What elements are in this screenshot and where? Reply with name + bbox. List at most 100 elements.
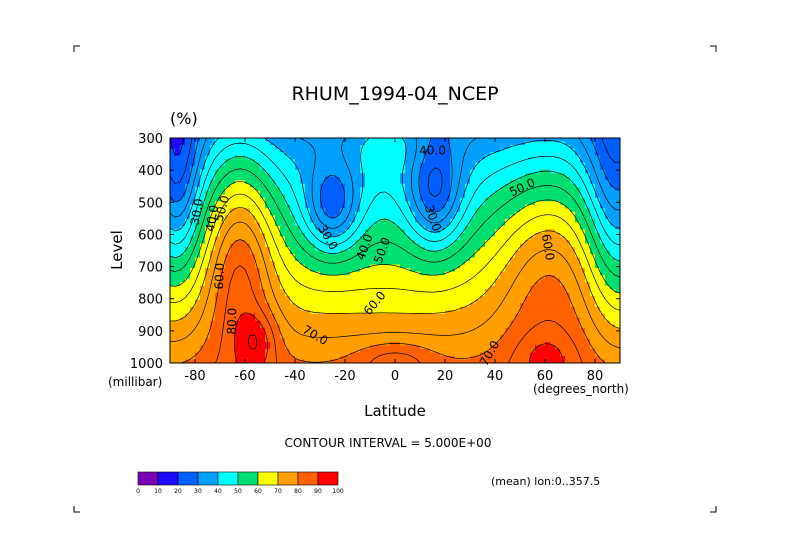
contour-cell (290, 264, 296, 269)
contour-cell (295, 190, 301, 195)
contour-cell (450, 148, 456, 153)
contour-cell (515, 292, 521, 297)
contour-cell (500, 180, 506, 185)
contour-cell (300, 320, 306, 325)
contour-cell (560, 236, 566, 241)
contour-cell (345, 190, 351, 195)
contour-cell (465, 327, 471, 332)
contour-cell (530, 310, 536, 315)
contour-cell (425, 257, 431, 262)
contour-cell (195, 250, 201, 255)
contour-cell (540, 243, 546, 248)
contour-cell (435, 268, 441, 273)
contour-cell (285, 162, 291, 167)
contour-cell (485, 282, 491, 287)
contour-cell (180, 320, 186, 325)
contour-cell (495, 218, 501, 223)
contour-cell (465, 254, 471, 259)
contour-cell (495, 225, 501, 231)
contour-cell (245, 275, 251, 280)
contour-cell (425, 173, 431, 178)
contour-cell (390, 169, 396, 174)
contour-cell (270, 275, 276, 280)
contour-cell (380, 246, 386, 252)
contour-cell (325, 292, 331, 297)
contour-cell (430, 246, 436, 252)
contour-cell (600, 225, 606, 231)
contour-cell (425, 190, 431, 195)
contour-cell (360, 201, 366, 206)
contour-cell (190, 176, 196, 181)
contour-cell (540, 239, 546, 245)
contour-cell (220, 303, 226, 308)
contour-cell (570, 236, 576, 241)
contour-cell (330, 211, 336, 216)
contour-cell (315, 155, 321, 160)
contour-cell (475, 261, 481, 266)
contour-cell (315, 208, 321, 213)
contour-cell (180, 303, 186, 308)
contour-cell (195, 138, 201, 143)
contour-cell (390, 310, 396, 315)
contour-cell (295, 310, 301, 315)
contour-cell (525, 152, 531, 157)
contour-cell (415, 250, 421, 255)
contour-cell (185, 268, 191, 273)
contour-cell (480, 313, 486, 318)
contour-cell (555, 296, 561, 301)
contour-cell (190, 222, 196, 227)
contour-cell (230, 197, 236, 202)
contour-cell (425, 204, 431, 209)
contour-cell (465, 229, 471, 234)
contour-cell (170, 183, 176, 188)
contour-cell (550, 299, 556, 304)
contour-cell (600, 250, 606, 255)
contour-cell (500, 211, 506, 216)
contour-cell (500, 190, 506, 195)
contour-cell (515, 180, 521, 185)
contour-cell (545, 190, 551, 195)
contour-cell (210, 310, 216, 315)
contour-cell (225, 278, 231, 283)
contour-cell (235, 303, 241, 308)
contour-cell (205, 211, 211, 216)
contour-cell (235, 236, 241, 241)
contour-cell (270, 320, 276, 325)
contour-cell (585, 155, 591, 160)
contour-cell (395, 275, 401, 280)
contour-cell (495, 190, 501, 195)
contour-cell (360, 278, 366, 283)
contour-cell (360, 152, 366, 157)
contour-cell (360, 155, 366, 160)
contour-cell (255, 183, 261, 188)
contour-cell (490, 190, 496, 195)
contour-cell (300, 169, 306, 174)
contour-cell (275, 254, 281, 259)
contour-cell (510, 138, 516, 143)
contour-cell (290, 225, 296, 231)
contour-cell (320, 296, 326, 301)
contour-cell (565, 204, 571, 209)
contour-cell (240, 138, 246, 143)
contour-cell (550, 327, 556, 332)
contour-cell (350, 180, 356, 185)
contour-cell (355, 229, 361, 234)
contour-cell (175, 306, 181, 311)
contour-cell (250, 148, 256, 153)
contour-cell (260, 159, 266, 164)
contour-cell (345, 285, 351, 290)
contour-cell (470, 278, 476, 283)
contour-cell (600, 201, 606, 206)
contour-cell (200, 211, 206, 216)
contour-cell (600, 289, 606, 294)
contour-cell (345, 201, 351, 206)
contour-cell (490, 229, 496, 234)
contour-cell (355, 310, 361, 315)
contour-cell (205, 299, 211, 304)
contour-cell (370, 257, 376, 262)
contour-cell (555, 239, 561, 245)
contour-cell (300, 275, 306, 280)
contour-cell (490, 327, 496, 332)
contour-cell (480, 239, 486, 245)
contour-cell (305, 250, 311, 255)
